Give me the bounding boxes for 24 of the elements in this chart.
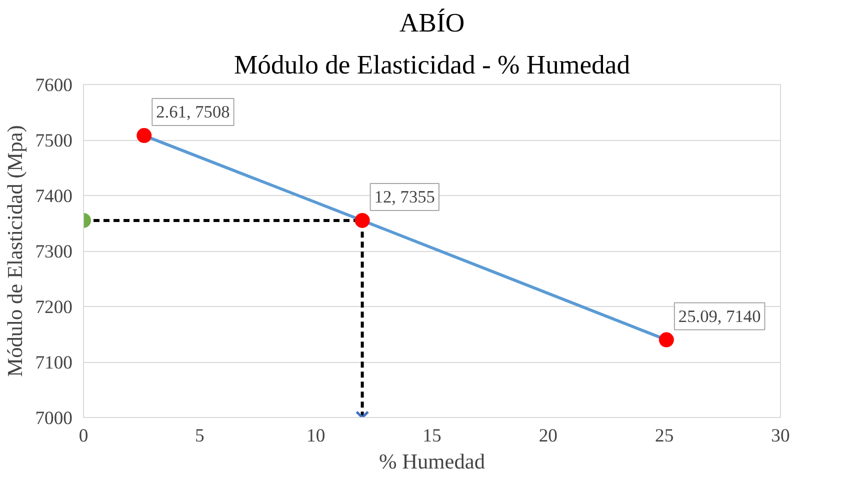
- point: [136, 128, 152, 144]
- y-tick-label: 7000: [35, 408, 72, 429]
- data-label: 2.61, 7508: [156, 102, 230, 122]
- y-tick-label: 7200: [35, 297, 72, 318]
- x-tick-label: 25: [655, 426, 674, 446]
- x-tick-label: 0: [78, 426, 88, 446]
- y-tick-label: 7400: [35, 186, 72, 207]
- x-tick-label: 10: [306, 426, 326, 446]
- x-axis-title: % Humedad: [378, 450, 486, 474]
- chart-subtitle: Módulo de Elasticidad - % Humedad: [234, 50, 630, 80]
- y-axis-title: Módulo de Elasticidad (Mpa): [3, 125, 28, 377]
- y-tick-label: 7600: [35, 75, 72, 96]
- point: [354, 212, 370, 228]
- data-label: 25.09, 7140: [678, 306, 761, 326]
- x-tick-label: 5: [195, 426, 204, 446]
- x-tick-label: 15: [422, 426, 442, 446]
- data-label: 12, 7355: [374, 187, 435, 206]
- x-tick-label: 20: [538, 426, 558, 446]
- point: [658, 332, 674, 348]
- y-tick-label: 7300: [35, 242, 72, 262]
- x-tick-label: 30: [771, 426, 790, 446]
- chart-title: ABÍO: [399, 8, 465, 38]
- y-tick-label: 7500: [35, 130, 72, 152]
- y-tick-label: 7100: [35, 352, 72, 374]
